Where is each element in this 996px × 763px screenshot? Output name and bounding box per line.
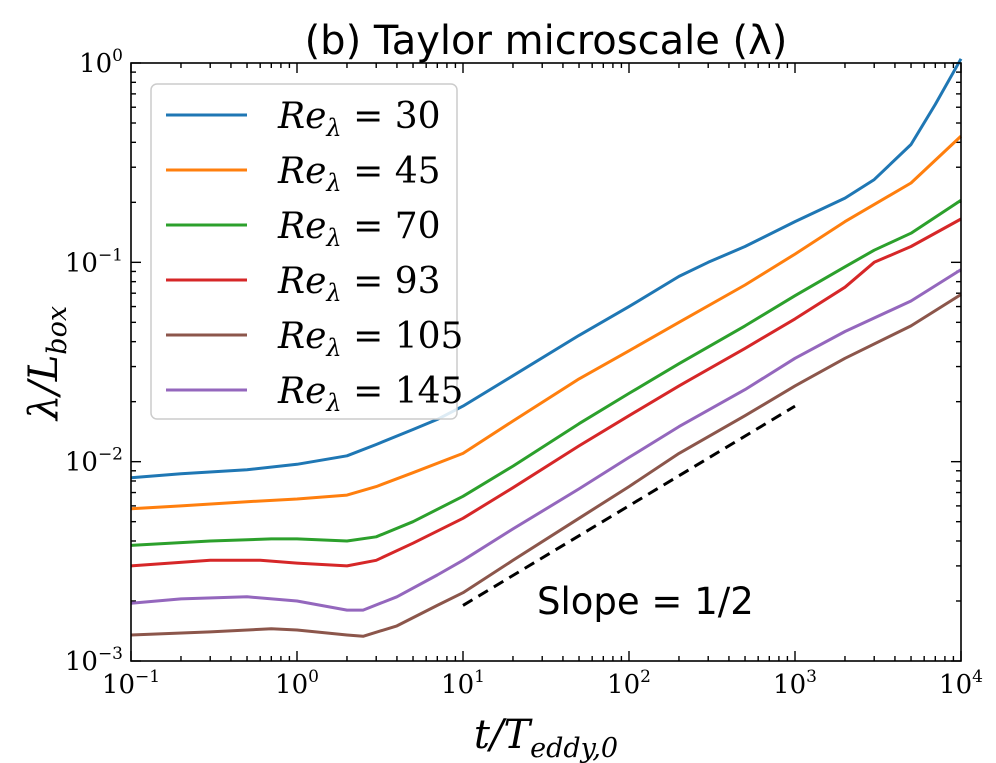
legend-label: Reλ = 145 <box>277 371 463 417</box>
x-axis-label: t/Teddy,0 <box>474 712 618 763</box>
plot-area <box>130 58 963 638</box>
x-tick-label: 100 <box>275 667 319 700</box>
slope-annotation: Slope = 1/2 <box>537 580 754 623</box>
y-tick-label: 10−3 <box>65 644 123 677</box>
series-line-re-45 <box>130 135 963 511</box>
legend-item: Reλ = 30 <box>166 96 441 142</box>
y-tick-label: 10−2 <box>65 445 123 478</box>
x-tick-label: 102 <box>607 667 651 700</box>
legend-item: Reλ = 45 <box>166 151 441 197</box>
series-line-re-93 <box>130 217 962 568</box>
legend-item: Reλ = 105 <box>166 316 463 362</box>
reference-slope-line <box>462 404 796 607</box>
y-tick-label: 100 <box>79 46 123 79</box>
series-line-re-105 <box>130 293 962 638</box>
legend-label: Reλ = 105 <box>277 316 463 362</box>
tick-labels: 10−1 100 101 102 103 104 10−3 10−2 10−1 100 <box>65 46 983 700</box>
series-line-re-70 <box>130 198 962 547</box>
legend-label: Reλ = 30 <box>277 96 441 142</box>
x-tick-label: 101 <box>441 667 485 700</box>
y-axis-label: λ/Lbox <box>21 306 73 422</box>
x-tick-label: 104 <box>939 667 983 700</box>
axes-frame <box>130 62 962 662</box>
legend-item: Reλ = 145 <box>166 371 463 417</box>
legend-label: Reλ = 93 <box>277 261 441 307</box>
legend-item: Reλ = 93 <box>166 261 441 307</box>
series-line-re-30 <box>130 58 963 480</box>
legend-label: Reλ = 45 <box>277 151 441 197</box>
series-line-re-145 <box>130 268 962 612</box>
legend-item: Reλ = 70 <box>166 206 441 252</box>
x-tick-label: 103 <box>773 667 817 700</box>
chart-title: (b) Taylor microscale (λ) <box>305 18 788 64</box>
legend: Reλ = 30 Reλ = 45 Reλ = 70 Reλ = 93 Reλ = 10… <box>150 83 463 420</box>
tick-marks <box>130 62 962 662</box>
legend-label: Reλ = 70 <box>277 206 441 252</box>
x-tick-label: 10−1 <box>102 667 160 700</box>
y-tick-label: 10−1 <box>65 245 123 278</box>
